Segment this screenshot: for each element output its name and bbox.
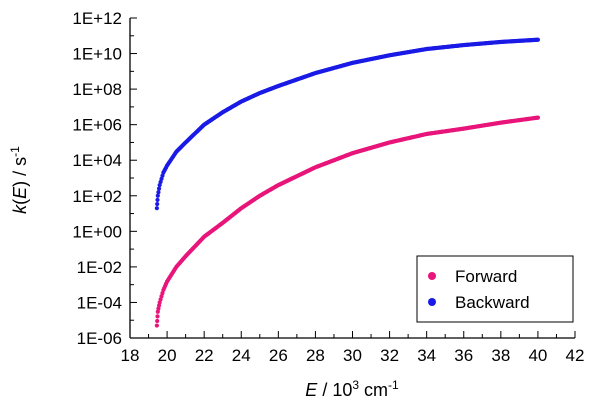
legend-label-forward: Forward: [455, 267, 517, 286]
y-tick-label: 1E+12: [72, 9, 122, 28]
x-ticks: 18 20 22 24 26 28 30 32 34 36 38 40 42: [121, 331, 585, 365]
x-tick-label: 40: [528, 346, 547, 365]
x-tick-label: 18: [121, 346, 140, 365]
y-title-k: k: [10, 204, 30, 214]
data-point: [154, 323, 159, 328]
y-tick-label: 1E+10: [72, 45, 122, 64]
data-point: [155, 193, 160, 198]
y-tick-label: 1E+06: [72, 116, 122, 135]
x-tick-label: 22: [195, 346, 214, 365]
data-point: [155, 197, 160, 203]
series-forward: [154, 115, 541, 328]
y-title-e: E: [10, 186, 30, 199]
data-point: [155, 314, 160, 319]
legend: Forward Backward: [416, 255, 574, 323]
y-tick-label: 1E-06: [77, 329, 122, 348]
y-tick-label: 1E+04: [72, 151, 122, 170]
x-tick-label: 36: [454, 346, 473, 365]
x-title-rest1: / 10: [317, 380, 352, 400]
series-layer: [154, 37, 541, 328]
x-tick-label: 30: [343, 346, 362, 365]
y-tick-label: 1E+02: [72, 187, 122, 206]
x-tick-label: 26: [269, 346, 288, 365]
series-backward: [154, 37, 541, 211]
legend-label-backward: Backward: [455, 293, 530, 312]
data-point: [155, 201, 160, 207]
data-point: [535, 37, 541, 42]
x-title-rest2: cm: [359, 380, 388, 400]
x-title-sup2: -1: [388, 378, 399, 392]
x-tick-label: 42: [566, 346, 585, 365]
x-axis-title: E / 103 cm-1: [305, 378, 399, 400]
x-title-var: E: [305, 380, 318, 400]
x-tick-label: 34: [417, 346, 436, 365]
data-point: [156, 186, 162, 191]
legend-marker-forward: [428, 272, 436, 280]
y-title-sup: -1: [8, 146, 22, 157]
legend-marker-backward: [428, 298, 436, 306]
x-title-sup: 3: [352, 378, 359, 392]
data-point: [156, 190, 161, 195]
y-title-p2: ) / s: [10, 157, 30, 187]
x-tick-label: 32: [380, 346, 399, 365]
x-tick-label: 20: [158, 346, 177, 365]
y-tick-label: 1E-04: [77, 293, 122, 312]
data-point: [154, 206, 159, 211]
data-point: [155, 318, 160, 324]
x-tick-label: 28: [306, 346, 325, 365]
legend-box: [416, 255, 574, 323]
data-point: [535, 115, 541, 120]
y-tick-label: 1E-02: [77, 258, 122, 277]
plot-area: 1E+12 1E+10 1E+08 1E+06 1E+04 1E+02 1E+00 1E-02…: [72, 9, 584, 365]
x-tick-label: 38: [491, 346, 510, 365]
y-axis-title: k(E) / s-1: [8, 146, 30, 214]
y-tick-label: 1E+00: [72, 222, 122, 241]
y-tick-label: 1E+08: [72, 80, 122, 99]
x-tick-label: 24: [232, 346, 251, 365]
y-ticks: 1E+12 1E+10 1E+08 1E+06 1E+04 1E+02 1E+00 1E-02…: [72, 9, 137, 348]
y-title-p1: (: [10, 199, 30, 205]
